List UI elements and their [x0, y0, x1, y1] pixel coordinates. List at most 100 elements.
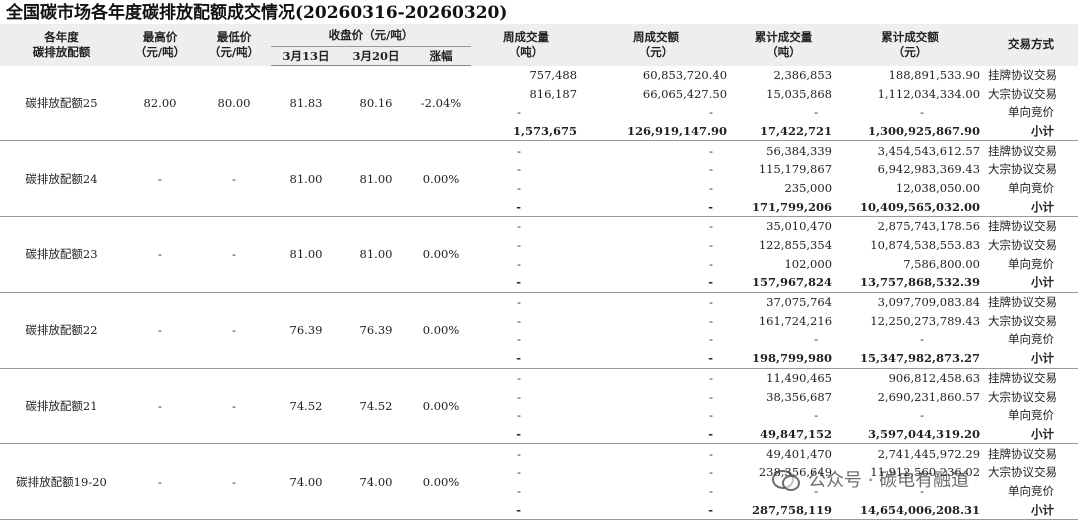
high-price: - — [123, 292, 197, 369]
close-price-date-1: 74.52 — [271, 368, 341, 445]
trade-mode: 单向竞价 — [1008, 180, 1055, 195]
header-year: 各年度 碳排放配额 — [0, 24, 123, 66]
cum-volume: 15,035,868 — [766, 86, 833, 101]
table-row: 碳排放配额25 82.00 80.00 81.83 80.16 -2.04% 757,488… — [0, 65, 1078, 142]
cum-volume: 56,384,339 — [766, 143, 833, 158]
cum-volume: 115,179,867 — [758, 162, 833, 177]
price-change: 0.00% — [411, 292, 472, 369]
watermark-text: 公众号 · 碳电有融道 — [808, 470, 970, 491]
table-row: - - 122,855,354 10,874,538,553.83 大宗协议交易 — [0, 236, 1078, 255]
quota-year: 碳排放配额19-20 — [0, 443, 123, 520]
high-price: - — [123, 443, 197, 520]
close-price-date-1: 81.83 — [271, 65, 341, 142]
table-row: - - 161,724,216 12,250,273,789.43 大宗协议交易 — [0, 311, 1078, 330]
trade-mode: 挂牌协议交易 — [988, 370, 1058, 385]
week-volume: - — [517, 105, 522, 120]
week-volume: - — [517, 408, 522, 423]
trade-mode: 大宗协议交易 — [988, 465, 1058, 480]
trade-mode: 大宗协议交易 — [988, 313, 1058, 328]
high-price: - — [123, 368, 197, 445]
high-price: - — [123, 140, 197, 217]
table-row: 碳排放配额19-20- -74.00 74.00 0.00% - -49,401,470 2… — [0, 443, 1078, 520]
cum-amount: 11,912,560,236.02 — [870, 465, 981, 480]
cum-amount: 12,038,050.00 — [895, 180, 981, 195]
cum-volume: 2,386,853 — [773, 67, 833, 82]
low-price: - — [197, 368, 271, 445]
cum-volume: - — [814, 105, 819, 120]
header-trade-mode: 交易方式 — [984, 24, 1079, 66]
subtotal-row: - -171,799,206 10,409,565,032.00 小计 — [0, 197, 1079, 218]
price-change: 0.00% — [411, 216, 472, 293]
table-body: 碳排放配额25 82.00 80.00 81.83 80.16 -2.04% 757,488… — [0, 65, 1079, 520]
cum-volume: 38,356,687 — [766, 389, 833, 404]
week-amount: - — [709, 238, 714, 253]
cum-volume: 35,010,470 — [766, 219, 833, 234]
page-title: 全国碳市场各年度碳排放配额成交情况(20260316-20260320) — [6, 3, 508, 23]
cum-amount: 2,875,743,178.56 — [877, 219, 981, 234]
table-row: - -238,356,649 11,912,560,236.02 大宗协议交易 — [0, 463, 1078, 482]
table-row: 碳排放配额21- -74.52 74.52 0.00% - -11,490,465 906,… — [0, 368, 1078, 445]
week-volume: - — [517, 370, 522, 385]
week-amount: - — [709, 256, 714, 271]
close-price-date-2: 81.00 — [341, 140, 411, 217]
table-row: 碳排放配额24- -81.00 81.00 0.00% - -56,384,339 3,45… — [0, 140, 1078, 217]
subtotal-row: - -198,799,980 15,347,982,873.27 小计 — [0, 348, 1079, 369]
week-volume: 816,187 — [529, 86, 578, 101]
subtotal-row: - -49,847,152 3,597,044,319.20 小计 — [0, 424, 1079, 445]
week-volume: - — [471, 273, 582, 293]
table-row: - - 115,179,867 6,942,983,369.43 大宗协议交易 — [0, 160, 1078, 179]
week-amount: 66,065,427.50 — [642, 86, 728, 101]
trade-mode: 挂牌协议交易 — [988, 295, 1058, 310]
close-price-date-2: 80.16 — [341, 65, 411, 142]
close-price-date-2: 74.52 — [341, 368, 411, 445]
table-row: 碳排放配额23- -81.00 81.00 0.00% - -35,010,470 2,87… — [0, 216, 1078, 293]
cum-volume: 161,724,216 — [758, 313, 833, 328]
week-volume: 1,573,675 — [471, 121, 582, 142]
trade-mode: 挂牌协议交易 — [988, 143, 1058, 158]
quota-year: 碳排放配额21 — [0, 368, 123, 445]
table-row: - - - - 单向竞价 — [0, 482, 1078, 501]
cum-amount: 906,812,458.63 — [888, 370, 981, 385]
cum-volume: 157,967,824 — [731, 273, 837, 293]
header-cum-volume: 累计成交量 （吨） — [731, 24, 837, 66]
week-amount: - — [709, 408, 714, 423]
week-amount: - — [709, 162, 714, 177]
week-amount: - — [581, 197, 732, 218]
cum-amount: 13,757,868,532.39 — [836, 273, 985, 293]
cum-volume: - — [814, 483, 819, 498]
trade-mode: 挂牌协议交易 — [988, 219, 1058, 234]
cum-volume: 235,000 — [784, 180, 833, 195]
cum-amount: 12,250,273,789.43 — [870, 313, 981, 328]
cum-volume: - — [814, 332, 819, 347]
cum-volume: 198,799,980 — [731, 348, 837, 369]
week-volume: - — [517, 313, 522, 328]
price-change: 0.00% — [411, 368, 472, 445]
trade-mode: 单向竞价 — [1008, 105, 1055, 120]
table-row: - - - - 单向竞价 — [0, 103, 1078, 122]
high-price: - — [123, 216, 197, 293]
week-amount: - — [709, 389, 714, 404]
trade-mode: 大宗协议交易 — [988, 389, 1058, 404]
week-amount: - — [709, 483, 714, 498]
low-price: - — [197, 292, 271, 369]
cum-amount: 3,597,044,319.20 — [836, 424, 985, 445]
quota-year: 碳排放配额22 — [0, 292, 123, 369]
week-volume: - — [517, 180, 522, 195]
cum-amount: 7,586,800.00 — [903, 256, 981, 271]
week-volume: - — [517, 483, 522, 498]
week-amount: 60,853,720.40 — [642, 67, 728, 82]
cum-volume: 11,490,465 — [766, 370, 833, 385]
week-amount: - — [709, 219, 714, 234]
header-change: 涨幅 — [411, 46, 472, 66]
cum-volume: 17,422,721 — [731, 121, 837, 142]
header-high-price: 最高价 （元/吨） — [123, 24, 197, 66]
price-change: 0.00% — [411, 443, 472, 520]
quota-year: 碳排放配额25 — [0, 65, 123, 142]
week-amount: - — [581, 348, 732, 369]
week-amount: - — [709, 295, 714, 310]
week-volume: - — [517, 295, 522, 310]
week-amount: - — [709, 105, 714, 120]
table-header: 各年度 碳排放配额 最高价 （元/吨） 最低价 （元/吨） 收盘价（元/吨） 周成交量… — [0, 24, 1079, 66]
week-amount: 126,919,147.90 — [581, 121, 732, 142]
week-volume: - — [517, 465, 522, 480]
